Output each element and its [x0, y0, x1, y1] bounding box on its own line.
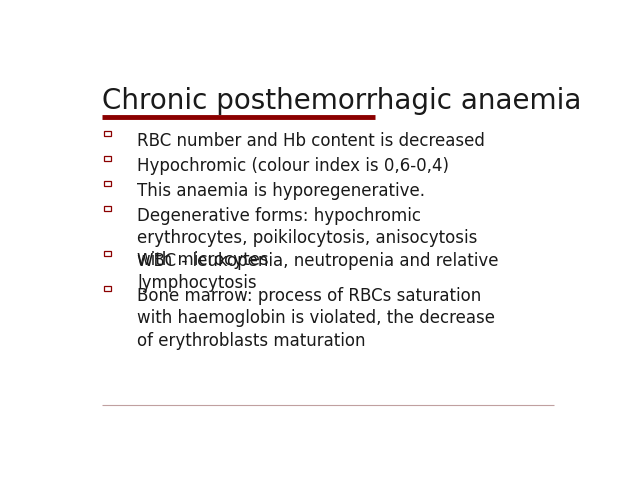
Text: Hypochromic (colour index is 0,6-0,4): Hypochromic (colour index is 0,6-0,4): [137, 156, 449, 175]
Text: This anaemia is hyporegenerative.: This anaemia is hyporegenerative.: [137, 182, 425, 200]
Text: Chronic posthemorrhagic anaemia: Chronic posthemorrhagic anaemia: [102, 87, 582, 115]
Text: RBC number and Hb content is decreased: RBC number and Hb content is decreased: [137, 132, 485, 150]
Text: Degenerative forms: hypochromic
erythrocytes, poikilocytosis, anisocytosis
with : Degenerative forms: hypochromic erythroc…: [137, 207, 477, 269]
Text: WBC - leukopenia, neutropenia and relative
lymphocytosis: WBC - leukopenia, neutropenia and relati…: [137, 252, 499, 292]
Text: Bone marrow: process of RBCs saturation
with haemoglobin is violated, the decrea: Bone marrow: process of RBCs saturation …: [137, 287, 495, 349]
